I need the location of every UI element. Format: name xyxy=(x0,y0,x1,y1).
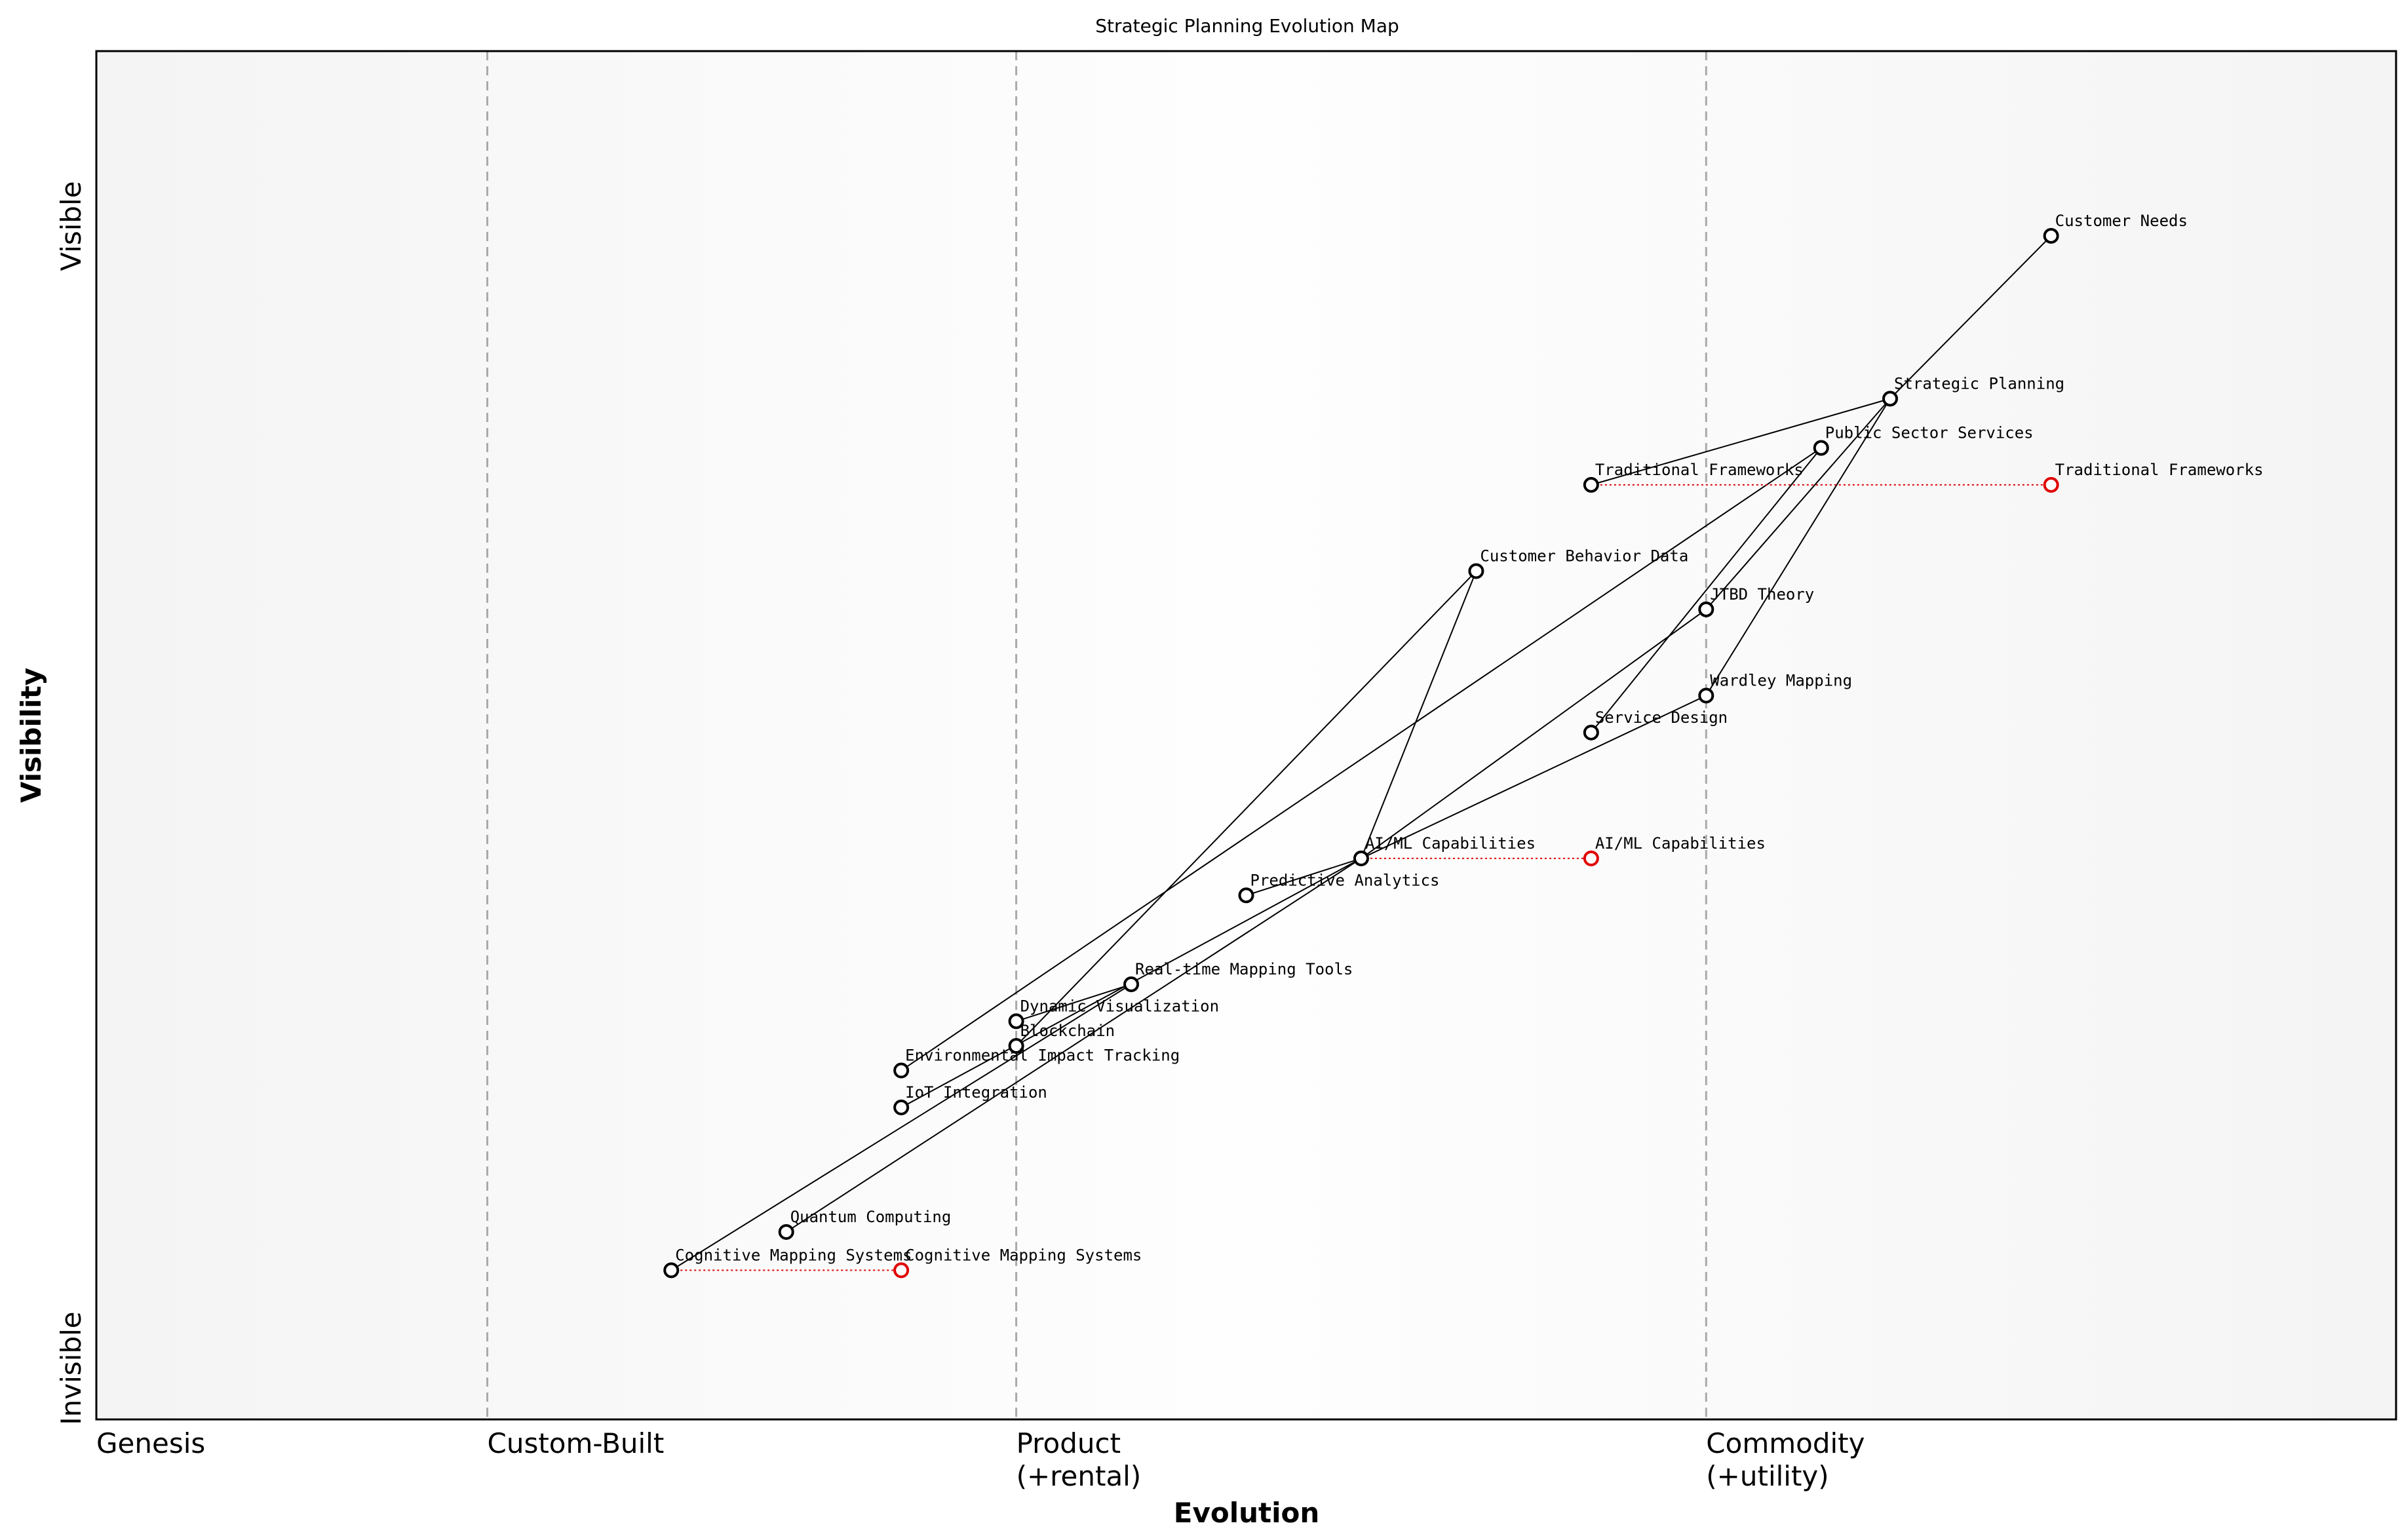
label-customer-needs: Customer Needs xyxy=(2055,212,2188,230)
component-labels: Customer Needs Strategic Planning Public S… xyxy=(675,212,2263,1265)
node-dynamic-visualization[interactable] xyxy=(1008,1013,1024,1030)
evolution-stage-label: (+utility) xyxy=(1706,1460,1829,1492)
component-nodes xyxy=(663,227,2059,1279)
evolution-stage-label: Custom-Built xyxy=(488,1427,665,1459)
evolution-stage-label: Genesis xyxy=(96,1427,205,1459)
label-service-design: Service Design xyxy=(1595,708,1728,727)
link-strategic-planning-to-jtbd-theory xyxy=(1705,398,1891,610)
plot-background xyxy=(96,51,2396,1419)
link-real-time-mapping-tools-to-cognitive-mapping-systems xyxy=(670,984,1132,1271)
node-blockchain[interactable] xyxy=(1008,1037,1024,1054)
y-invisible-label: Invisible xyxy=(55,1311,87,1425)
label-predictive-analytics: Predictive Analytics xyxy=(1250,871,1440,889)
node-customer-needs[interactable] xyxy=(2043,227,2059,244)
evolved-label-cognitive-mapping-systems: Cognitive Mapping Systems xyxy=(905,1246,1142,1264)
y-axis-title: Visibility xyxy=(15,668,47,803)
label-ai-ml-capabilities: AI/ML Capabilities xyxy=(1365,834,1536,853)
node-strategic-planning[interactable] xyxy=(1882,391,1899,407)
map-title: Strategic Planning Evolution Map xyxy=(1095,15,1399,37)
evolved-node-traditional-frameworks[interactable] xyxy=(2043,476,2059,493)
evolved-label-traditional-frameworks: Traditional Frameworks xyxy=(2055,461,2264,479)
label-dynamic-visualization: Dynamic Visualization xyxy=(1020,997,1219,1015)
link-customer-needs-to-strategic-planning xyxy=(1889,235,2052,400)
label-iot-integration: IoT Integration xyxy=(905,1083,1047,1102)
node-jtbd-theory[interactable] xyxy=(1698,601,1714,617)
label-blockchain: Blockchain xyxy=(1020,1022,1115,1040)
evolved-node-cognitive-mapping-systems[interactable] xyxy=(893,1262,910,1279)
label-strategic-planning: Strategic Planning xyxy=(1894,374,2064,393)
link-customer-behavior-data-to-ai-ml-capabilities xyxy=(1361,571,1477,859)
link-public-sector-services-to-environmental-impact-tracking xyxy=(900,447,1822,1071)
node-ai-ml-capabilities[interactable] xyxy=(1353,850,1369,866)
link-customer-behavior-data-to-blockchain xyxy=(1015,570,1477,1047)
link-strategic-planning-to-traditional-frameworks xyxy=(1591,398,1891,486)
label-wardley-mapping: Wardley Mapping xyxy=(1710,671,1852,689)
node-customer-behavior-data[interactable] xyxy=(1468,563,1484,579)
link-public-sector-services-to-service-design xyxy=(1591,447,1822,733)
label-cognitive-mapping-systems: Cognitive Mapping Systems xyxy=(675,1246,912,1264)
label-jtbd-theory: JTBD Theory xyxy=(1710,585,1814,604)
label-customer-behavior-data: Customer Behavior Data xyxy=(1480,547,1688,565)
label-environmental-impact-tracking: Environmental Impact Tracking xyxy=(905,1047,1180,1065)
node-iot-integration[interactable] xyxy=(893,1099,910,1115)
node-quantum-computing[interactable] xyxy=(778,1223,794,1240)
plot-frame xyxy=(95,50,2397,1421)
node-public-sector-services[interactable] xyxy=(1813,440,1829,456)
evolution-stage-labels: Genesis Custom-Built Product(+rental) Commo… xyxy=(96,1427,1865,1492)
link-strategic-planning-to-wardley-mapping xyxy=(1705,398,1891,696)
link-jtbd-theory-to-ai-ml-capabilities xyxy=(1361,609,1707,859)
label-quantum-computing: Quantum Computing xyxy=(790,1208,952,1226)
node-environmental-impact-tracking[interactable] xyxy=(893,1062,910,1079)
node-wardley-mapping[interactable] xyxy=(1698,687,1714,704)
stage-boundaries xyxy=(486,51,1707,1419)
node-service-design[interactable] xyxy=(1583,724,1599,741)
label-real-time-mapping-tools: Real-time Mapping Tools xyxy=(1135,960,1353,978)
link-wardley-mapping-to-ai-ml-capabilities xyxy=(1361,695,1707,859)
y-visible-label: Visible xyxy=(55,181,87,271)
evolved-node-ai-ml-capabilities[interactable] xyxy=(1583,850,1599,866)
node-predictive-analytics[interactable] xyxy=(1238,887,1254,904)
evolution-lines xyxy=(671,484,2051,1271)
link-ai-ml-capabilities-to-predictive-analytics xyxy=(1246,857,1362,896)
evolution-stage-label: Commodity xyxy=(1706,1427,1865,1459)
label-public-sector-services: Public Sector Services xyxy=(1825,424,2034,442)
link-ai-ml-capabilities-to-quantum-computing xyxy=(786,858,1362,1233)
node-real-time-mapping-tools[interactable] xyxy=(1123,976,1140,993)
node-traditional-frameworks[interactable] xyxy=(1583,476,1599,493)
x-axis-title: Evolution xyxy=(1174,1497,1319,1529)
link-real-time-mapping-tools-to-dynamic-visualization xyxy=(1016,984,1132,1022)
label-traditional-frameworks: Traditional Frameworks xyxy=(1595,461,1804,479)
evolved-label-ai-ml-capabilities: AI/ML Capabilities xyxy=(1595,834,1766,853)
evolution-stage-label: (+rental) xyxy=(1016,1460,1142,1492)
node-cognitive-mapping-systems[interactable] xyxy=(663,1262,680,1279)
evolution-stage-label: Product xyxy=(1016,1427,1121,1459)
